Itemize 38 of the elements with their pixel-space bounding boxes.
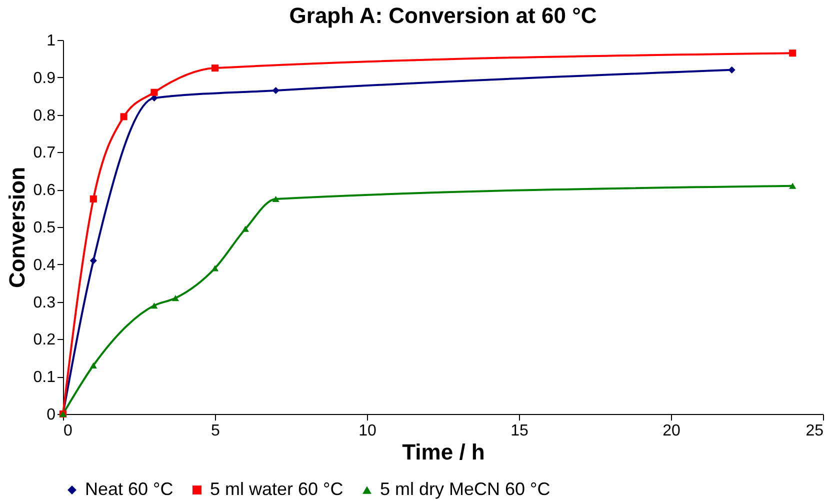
- y-tick-label: 0.7: [33, 144, 56, 162]
- y-tick-label: 0.3: [33, 294, 56, 312]
- legend-label: 5 ml dry MeCN 60 °C: [380, 479, 550, 499]
- y-tick-label: 0.8: [33, 107, 56, 124]
- point: [172, 295, 180, 302]
- x-tick-label: 5: [211, 422, 220, 440]
- point: [789, 50, 796, 57]
- y-tick-label: 0.6: [33, 182, 56, 200]
- y-axis-title: Conversion: [4, 166, 30, 288]
- point: [150, 302, 158, 309]
- x-tick-label: 0: [64, 422, 72, 440]
- point: [242, 226, 249, 232]
- y-tick-label: 0.1: [33, 369, 56, 386]
- point: [90, 362, 97, 368]
- y-tick-label: 0: [46, 406, 56, 424]
- point: [789, 182, 796, 189]
- point: [211, 265, 219, 272]
- x-tick-label: 20: [662, 422, 680, 440]
- chart-title: Graph A: Conversion at 60 °C: [289, 3, 597, 28]
- y-tick-label: 0.2: [33, 332, 56, 349]
- x-axis-title: Time / h: [402, 440, 485, 464]
- point: [120, 113, 128, 120]
- y-tick-label: 0.9: [33, 70, 56, 87]
- x-tick-label: 10: [358, 422, 376, 440]
- point: [272, 196, 280, 202]
- legend-label: Neat 60 °C: [85, 479, 174, 499]
- point: [272, 86, 280, 94]
- x-tick-label: 15: [510, 422, 528, 440]
- point: [150, 88, 158, 96]
- y-tick-label: 0.5: [33, 220, 56, 236]
- point: [211, 64, 219, 72]
- y-tick-label: 0.4: [33, 256, 56, 274]
- point: [90, 195, 97, 202]
- y-tick-label: 1: [46, 32, 56, 50]
- legend-label: 5 ml water 60 °C: [210, 479, 344, 499]
- point: [728, 66, 736, 74]
- point: [90, 257, 97, 264]
- x-tick-label: 25: [806, 422, 824, 440]
